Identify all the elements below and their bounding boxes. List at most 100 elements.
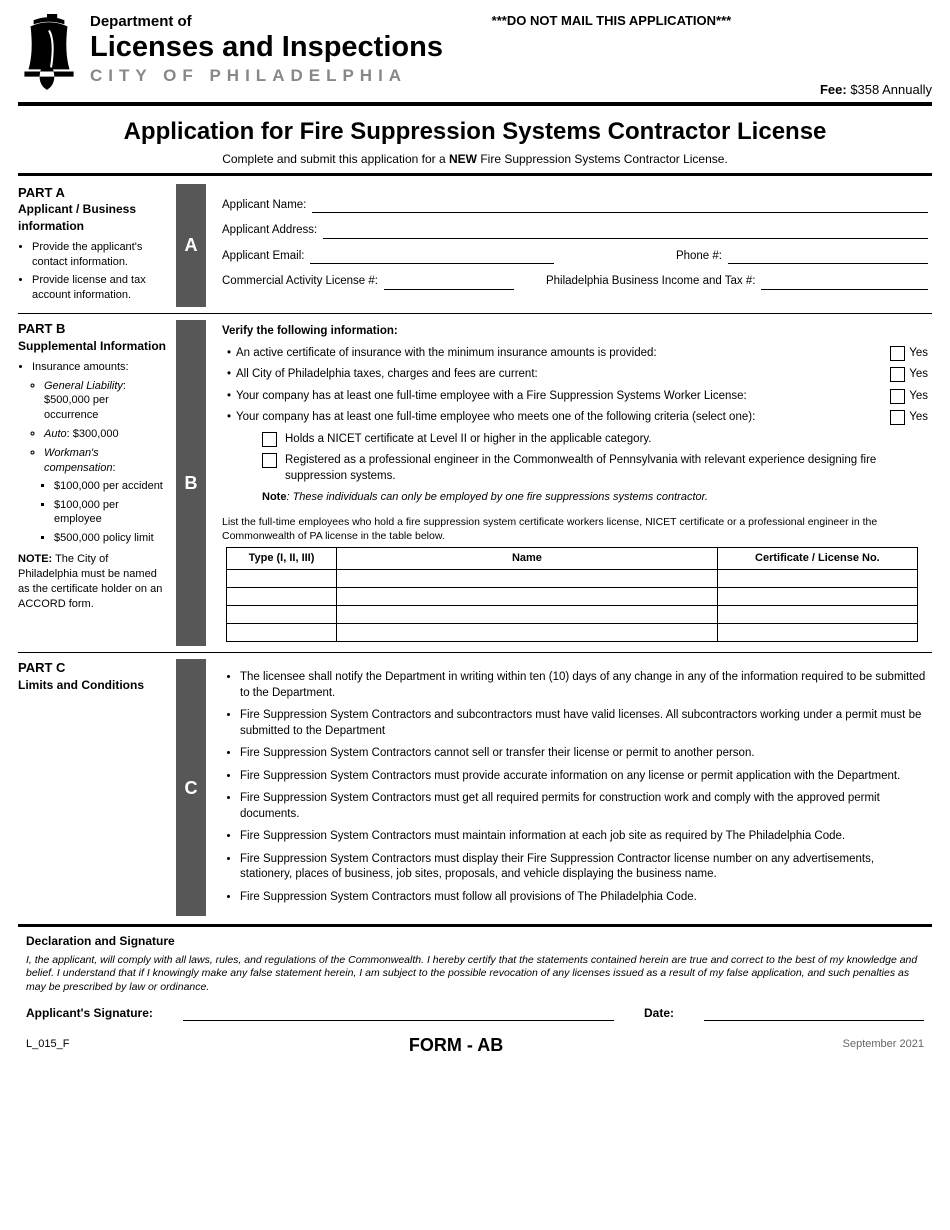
header-divider	[18, 102, 932, 106]
fee-value: $358 Annually	[847, 82, 932, 97]
bullet-icon: •	[222, 410, 236, 426]
phone-input[interactable]	[728, 250, 928, 264]
verify-2-checkbox[interactable]	[890, 367, 905, 382]
type-cell[interactable]	[227, 606, 337, 624]
wc-val: :	[113, 462, 116, 474]
commercial-license-input[interactable]	[384, 276, 514, 290]
col-cert-header: Certificate / License No.	[717, 548, 917, 570]
auto-label: Auto	[44, 428, 67, 440]
fee-label: Fee:	[820, 82, 847, 97]
condition-item: Fire Suppression System Contractors must…	[240, 769, 928, 785]
cert-cell[interactable]	[717, 588, 917, 606]
part-a-bullet-2: Provide license and tax account informat…	[32, 273, 166, 303]
col-name-header: Name	[337, 548, 718, 570]
do-not-mail-warning: ***DO NOT MAIL THIS APPLICATION***	[413, 12, 810, 30]
name-cell[interactable]	[337, 624, 718, 642]
tax-label: Philadelphia Business Income and Tax #:	[546, 274, 755, 290]
gl-label: General Liability	[44, 380, 123, 392]
verify-4-text: Your company has at least one full-time …	[236, 410, 890, 426]
part-b-label: PART B	[18, 320, 166, 338]
part-b-content: Verify the following information: • An a…	[214, 316, 932, 650]
bullet-icon: •	[222, 389, 236, 405]
commercial-license-label: Commercial Activity License #:	[222, 274, 378, 290]
table-row	[227, 606, 918, 624]
liberty-bell-icon	[18, 12, 80, 98]
part-b-band: B	[176, 320, 206, 646]
tax-input[interactable]	[761, 276, 928, 290]
yes-label: Yes	[909, 367, 928, 383]
applicant-name-input[interactable]	[312, 199, 928, 213]
verify-1-checkbox[interactable]	[890, 346, 905, 361]
part-b-divider	[18, 652, 932, 653]
title-divider	[18, 173, 932, 176]
applicant-name-label: Applicant Name:	[222, 198, 306, 214]
yes-label: Yes	[909, 346, 928, 362]
department-block: Department of Licenses and Inspections C…	[90, 12, 443, 88]
criteria-2-checkbox[interactable]	[262, 453, 277, 468]
condition-item: Fire Suppression System Contractors must…	[240, 890, 928, 906]
bullet-icon: •	[222, 367, 236, 383]
criteria-1-checkbox[interactable]	[262, 432, 277, 447]
employee-table: Type (I, II, III) Name Certificate / Lic…	[226, 547, 918, 642]
cert-cell[interactable]	[717, 570, 917, 588]
col-type-header: Type (I, II, III)	[227, 548, 337, 570]
condition-item: The licensee shall notify the Department…	[240, 670, 928, 701]
cert-cell[interactable]	[717, 606, 917, 624]
auto-item: Auto: $300,000	[44, 427, 166, 442]
auto-val: : $300,000	[67, 428, 119, 440]
date-input[interactable]	[704, 1007, 924, 1021]
applicant-email-input[interactable]	[310, 250, 553, 264]
note-b-text: : These individuals can only be employed…	[286, 491, 707, 503]
part-b-sidebar: PART B Supplemental Information Insuranc…	[18, 316, 168, 650]
part-a-fields: Applicant Name: Applicant Address: Appli…	[214, 180, 932, 311]
part-a-bullet-1: Provide the applicant's contact informat…	[32, 240, 166, 270]
verify-3-text: Your company has at least one full-time …	[236, 389, 890, 405]
subtitle-bold: NEW	[449, 152, 477, 166]
verify-row-4: • Your company has at least one full-tim…	[222, 410, 928, 426]
name-cell[interactable]	[337, 588, 718, 606]
gl-item: General Liability: $500,000 per occurren…	[44, 379, 166, 424]
criteria-1: Holds a NICET certificate at Level II or…	[262, 432, 928, 448]
part-a-band: A	[176, 184, 206, 307]
name-cell[interactable]	[337, 570, 718, 588]
yes-label: Yes	[909, 389, 928, 405]
subtitle-post: Fire Suppression Systems Contractor Lice…	[477, 152, 728, 166]
form-code: L_015_F	[26, 1037, 69, 1052]
form-subtitle: Complete and submit this application for…	[18, 151, 932, 167]
part-c-section: PART C Limits and Conditions C The licen…	[18, 655, 932, 920]
wc-sub-2: $100,000 per employee	[54, 498, 166, 528]
type-cell[interactable]	[227, 624, 337, 642]
declaration-heading: Declaration and Signature	[26, 933, 924, 949]
applicant-email-label: Applicant Email:	[222, 249, 304, 265]
condition-item: Fire Suppression System Contractors must…	[240, 791, 928, 822]
table-row	[227, 624, 918, 642]
verify-row-1: • An active certificate of insurance wit…	[222, 346, 928, 362]
cert-cell[interactable]	[717, 624, 917, 642]
signature-row: Applicant's Signature: Date:	[26, 1005, 924, 1021]
part-b-heading: Supplemental Information	[18, 338, 166, 354]
verify-3-checkbox[interactable]	[890, 389, 905, 404]
part-c-heading: Limits and Conditions	[18, 677, 166, 693]
part-a-sidebar: PART A Applicant / Business information …	[18, 180, 168, 311]
condition-item: Fire Suppression System Contractors must…	[240, 852, 928, 883]
dept-of-label: Department of	[90, 12, 443, 32]
part-a-section: PART A Applicant / Business information …	[18, 180, 932, 311]
form-name: FORM - AB	[409, 1033, 503, 1057]
verify-heading: Verify the following information:	[222, 324, 928, 340]
type-cell[interactable]	[227, 570, 337, 588]
wc-item: Workman's compensation: $100,000 per acc…	[44, 446, 166, 546]
applicant-address-label: Applicant Address:	[222, 223, 317, 239]
table-row	[227, 570, 918, 588]
applicant-address-input[interactable]	[323, 225, 928, 239]
verify-row-3: • Your company has at least one full-tim…	[222, 389, 928, 405]
criteria-2-text: Registered as a professional engineer in…	[285, 453, 928, 484]
name-cell[interactable]	[337, 606, 718, 624]
type-cell[interactable]	[227, 588, 337, 606]
yes-label: Yes	[909, 410, 928, 426]
criteria-2: Registered as a professional engineer in…	[262, 453, 928, 484]
verify-4-checkbox[interactable]	[890, 410, 905, 425]
signature-input[interactable]	[183, 1007, 614, 1021]
phone-label: Phone #:	[676, 249, 722, 265]
fee-line: Fee: $358 Annually	[820, 81, 932, 99]
page-header: Department of Licenses and Inspections C…	[18, 12, 932, 98]
